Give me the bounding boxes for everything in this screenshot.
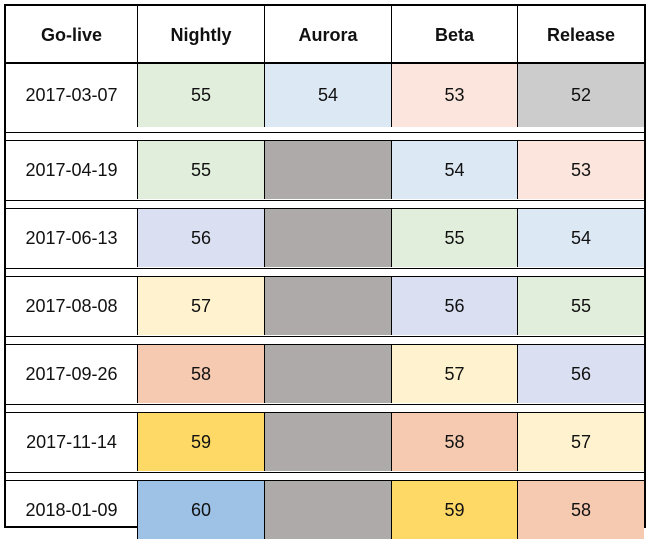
cell-beta-version: 55	[392, 209, 518, 267]
table-header-row: Go-live Nightly Aurora Beta Release	[6, 6, 644, 64]
cell-release-version: 58	[518, 481, 644, 539]
header-nightly: Nightly	[138, 6, 265, 64]
table-row: 2017-08-08 57 56 55	[6, 277, 644, 335]
cell-release-version: 57	[518, 413, 644, 471]
row-divider	[6, 208, 644, 209]
cell-beta-version: 53	[392, 64, 518, 127]
cell-aurora-version	[265, 481, 392, 539]
row-divider	[6, 404, 644, 405]
cell-beta-version: 56	[392, 277, 518, 335]
row-divider	[6, 412, 644, 413]
header-aurora: Aurora	[265, 6, 392, 64]
table-row: 2017-06-13 56 55 54	[6, 209, 644, 267]
row-divider	[6, 140, 644, 141]
table-row: 2018-01-09 60 59 58	[6, 481, 644, 539]
cell-go-live-date: 2017-09-26	[6, 345, 138, 403]
cell-aurora-version	[265, 345, 392, 403]
row-divider	[6, 480, 644, 481]
release-schedule-table: Go-live Nightly Aurora Beta Release 2017…	[4, 4, 646, 539]
row-divider	[6, 200, 644, 201]
cell-nightly-version: 56	[138, 209, 265, 267]
cell-go-live-date: 2017-08-08	[6, 277, 138, 335]
cell-release-version: 54	[518, 209, 644, 267]
cell-nightly-version: 55	[138, 141, 265, 199]
table-row: 2017-04-19 55 54 53	[6, 141, 644, 199]
cell-beta-version: 59	[392, 481, 518, 539]
header-beta: Beta	[392, 6, 518, 64]
cell-aurora-version	[265, 141, 392, 199]
cell-aurora-version	[265, 413, 392, 471]
row-divider	[6, 472, 644, 473]
cell-nightly-version: 57	[138, 277, 265, 335]
cell-nightly-version: 55	[138, 64, 265, 127]
cell-release-version: 52	[518, 64, 644, 127]
cell-go-live-date: 2017-04-19	[6, 141, 138, 199]
cell-aurora-version: 54	[265, 64, 392, 127]
header-divider	[6, 62, 644, 64]
cell-nightly-version: 59	[138, 413, 265, 471]
cell-beta-version: 54	[392, 141, 518, 199]
table-row: 2017-03-07 55 54 53 52	[6, 64, 644, 127]
table-row: 2017-09-26 58 57 56	[6, 345, 644, 403]
cell-beta-version: 57	[392, 345, 518, 403]
cell-go-live-date: 2017-11-14	[6, 413, 138, 471]
row-divider	[6, 276, 644, 277]
cell-nightly-version: 60	[138, 481, 265, 539]
cell-release-version: 55	[518, 277, 644, 335]
row-divider	[6, 336, 644, 337]
table-row: 2017-11-14 59 58 57	[6, 413, 644, 471]
cell-aurora-version	[265, 277, 392, 335]
cell-aurora-version	[265, 209, 392, 267]
cell-go-live-date: 2017-06-13	[6, 209, 138, 267]
row-divider	[6, 132, 644, 133]
cell-release-version: 53	[518, 141, 644, 199]
header-go-live: Go-live	[6, 6, 138, 64]
row-divider	[6, 344, 644, 345]
header-release: Release	[546, 24, 616, 45]
cell-release-version: 56	[518, 345, 644, 403]
cell-go-live-date: 2017-03-07	[6, 64, 138, 127]
cell-go-live-date: 2018-01-09	[6, 481, 138, 539]
row-divider	[6, 268, 644, 269]
cell-beta-version: 58	[392, 413, 518, 471]
cell-nightly-version: 58	[138, 345, 265, 403]
